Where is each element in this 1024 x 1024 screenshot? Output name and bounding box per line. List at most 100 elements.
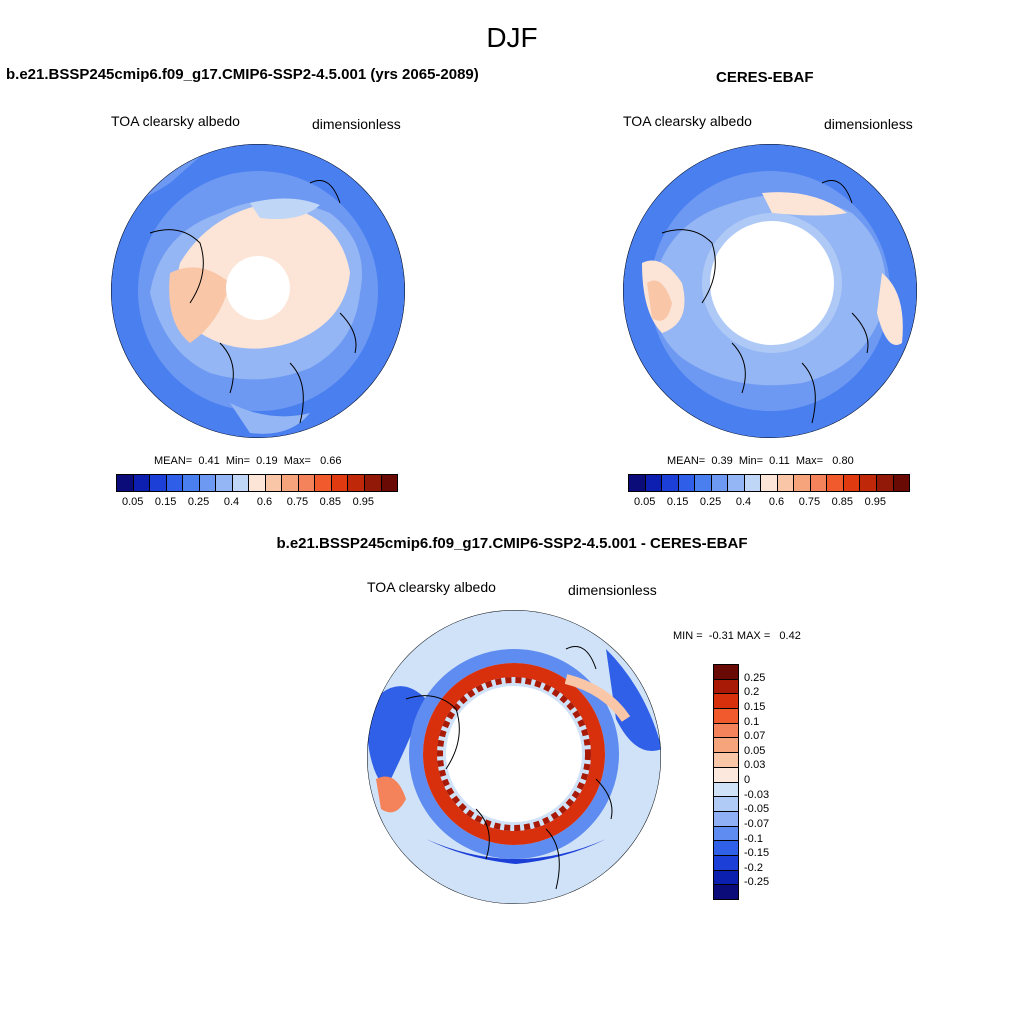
colorbar-tick-label: 0.25 [744,671,766,684]
colorbar-tick-label: 0.75 [798,496,821,508]
colorbar-swatch [714,694,738,710]
colorbar-tick-label: 0.85 [319,496,342,508]
colorbar-tick-label: 0 [744,774,751,786]
panel2-colorbar-ticks: 0.05 0.15 0.25 0.4 0.6 0.75 0.85 0.95 [628,496,910,510]
colorbar-swatch [183,475,200,491]
panel3-variable: TOA clearsky albedo [367,579,496,595]
colorbar-swatch [714,797,738,812]
panel1-colorbar-ticks: 0.05 0.15 0.25 0.4 0.6 0.75 0.85 0.95 [116,496,398,510]
colorbar-swatch [364,475,382,491]
colorbar-swatch [315,475,332,491]
colorbar-swatch [714,709,738,724]
colorbar-swatch [728,475,745,491]
colorbar-swatch [714,855,738,871]
colorbar-swatch [629,475,646,491]
panel2-variable: TOA clearsky albedo [623,113,752,129]
colorbar-swatch [381,475,398,491]
colorbar-swatch [827,475,844,491]
colorbar-tick-label: 0.25 [187,496,210,508]
colorbar-tick-label: -0.2 [744,861,763,874]
panel3-colorbar-ticks: 0.25 0.2 0.15 0.1 0.07 0.05 0.03 0 -0.03 -0.05 -0.… [744,664,804,898]
colorbar-swatch [714,767,738,783]
colorbar-swatch [117,475,134,491]
colorbar-swatch [714,782,738,798]
colorbar-swatch [232,475,250,491]
colorbar-swatch [331,475,349,491]
colorbar-swatch [843,475,861,491]
colorbar-swatch [893,475,910,491]
colorbar-tick-label: -0.15 [744,847,770,860]
colorbar-tick-label: 0.05 [744,744,766,757]
colorbar-swatch [810,475,828,491]
colorbar-swatch [133,475,151,491]
colorbar-swatch [794,475,811,491]
panel2-stats: MEAN= 0.39 Min= 0.11 Max= 0.80 [667,455,854,467]
colorbar-swatch [282,475,299,491]
colorbar-swatch [166,475,184,491]
colorbar-tick-label: 0.15 [154,496,177,508]
colorbar-swatch [662,475,679,491]
colorbar-swatch [249,475,266,491]
colorbar-swatch [714,870,738,886]
colorbar-swatch [777,475,795,491]
colorbar-tick-label: 0.4 [735,496,752,508]
colorbar-swatch [714,841,738,856]
colorbar-swatch [199,475,217,491]
panel1-colorbar [116,474,398,492]
panel1-stats: MEAN= 0.41 Min= 0.19 Max= 0.66 [154,455,342,467]
colorbar-tick-label: -0.05 [744,803,770,816]
colorbar-tick-label: 0.85 [831,496,854,508]
colorbar-swatch [645,475,663,491]
colorbar-tick-label: 0.95 [864,496,886,508]
colorbar-tick-label: 0.1 [744,715,760,728]
colorbar-tick-label: 0.6 [768,496,785,508]
panel2-units: dimensionless [824,116,913,132]
colorbar-tick-label: 0.15 [666,496,689,508]
colorbar-swatch [860,475,877,491]
panel3-title: b.e21.BSSP245cmip6.f09_g17.CMIP6-SSP2-4.… [276,535,748,552]
panel1-map [111,144,405,438]
colorbar-tick-label: 0.15 [744,700,766,713]
colorbar-swatch [714,826,738,842]
colorbar-tick-label: -0.07 [744,817,770,830]
panel1-units: dimensionless [312,116,401,132]
panel2-title: CERES-EBAF [716,69,814,86]
colorbar-swatch [714,679,738,695]
colorbar-tick-label: -0.03 [744,788,770,801]
colorbar-tick-label: 0.95 [352,496,374,508]
colorbar-swatch [714,723,738,739]
panel1-variable: TOA clearsky albedo [111,113,240,129]
colorbar-tick-label: 0.4 [223,496,240,508]
colorbar-swatch [678,475,696,491]
colorbar-tick-label: 0.05 [121,496,144,508]
colorbar-swatch [348,475,365,491]
colorbar-tick-label: 0.03 [744,759,766,772]
colorbar-swatch [265,475,283,491]
panel1-title: b.e21.BSSP245cmip6.f09_g17.CMIP6-SSP2-4.… [6,66,479,83]
panel2-colorbar [628,474,910,492]
colorbar-tick-label: 0.6 [256,496,273,508]
panel3-stats: MIN = -0.31 MAX = 0.42 [673,630,801,642]
panel3-map [367,610,661,904]
colorbar-swatch [711,475,729,491]
colorbar-swatch [761,475,778,491]
colorbar-swatch [714,885,738,899]
colorbar-tick-label: -0.25 [744,876,770,889]
colorbar-tick-label: 0.07 [744,730,766,743]
colorbar-tick-label: -0.1 [744,832,763,845]
colorbar-swatch [695,475,712,491]
colorbar-tick-label: 0.05 [633,496,656,508]
colorbar-swatch [216,475,233,491]
colorbar-swatch [714,738,738,754]
panel3-colorbar [713,664,739,900]
colorbar-swatch [714,753,738,768]
colorbar-swatch [150,475,167,491]
colorbar-tick-label: 0.75 [286,496,309,508]
colorbar-swatch [876,475,894,491]
panel3-units: dimensionless [568,582,657,598]
colorbar-tick-label: 0.25 [699,496,722,508]
colorbar-swatch [744,475,762,491]
season-title: DJF [486,22,538,53]
colorbar-swatch [714,665,738,680]
colorbar-swatch [714,811,738,827]
